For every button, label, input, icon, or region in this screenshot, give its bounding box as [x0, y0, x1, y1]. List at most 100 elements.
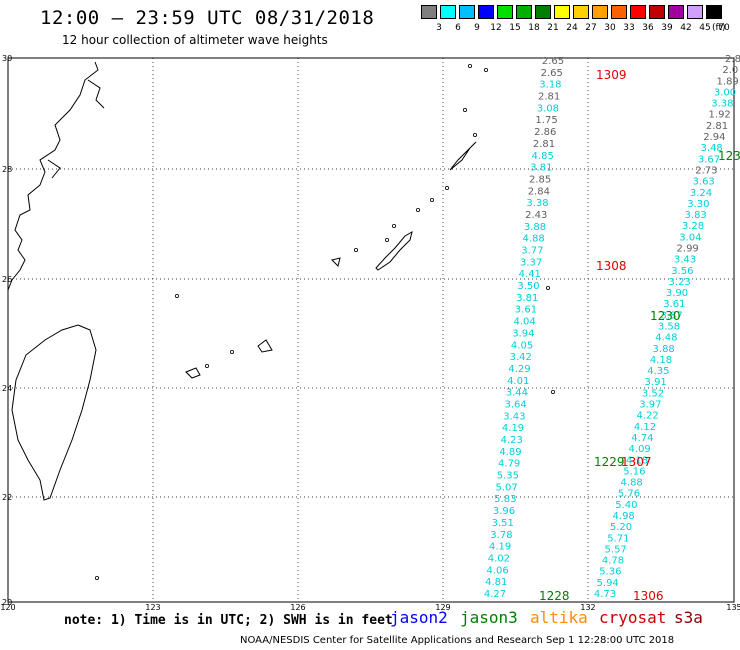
- lon-tick-label: 132: [580, 603, 595, 612]
- small-island: [546, 285, 551, 290]
- lat-tick-label: 20: [2, 598, 12, 607]
- swh-label-track-b: 3.83: [685, 210, 707, 221]
- swh-label-track-b: 2.8: [725, 54, 740, 65]
- swh-label-track-b: 3.91: [645, 377, 667, 388]
- small-island: [95, 576, 100, 581]
- track-timestamp: 1307: [621, 455, 652, 469]
- swh-label-track-b: 3.00: [714, 87, 736, 98]
- swh-label-track-a: 3.43: [503, 411, 525, 422]
- swh-label-track-a: 3.18: [539, 80, 561, 91]
- lat-tick-label: 26: [2, 275, 12, 284]
- swh-label-track-b: 3.61: [663, 299, 685, 310]
- page-title: 12:00 – 23:59 UTC 08/31/2018: [40, 7, 375, 29]
- track-timestamp: 1230: [650, 309, 681, 323]
- swh-label-track-b: 1.89: [717, 76, 739, 87]
- lat-tick-label: 28: [2, 165, 12, 174]
- swh-label-track-b: 4.18: [626, 455, 648, 466]
- swh-label-track-a: 4.23: [501, 435, 523, 446]
- swh-label-track-a: 3.88: [524, 222, 546, 233]
- swh-label-track-a: 2.85: [529, 174, 551, 185]
- swh-label-track-b: 5.76: [618, 489, 640, 500]
- legend-tick: 30: [604, 23, 616, 33]
- legend-swatch-36: [630, 5, 646, 19]
- swh-label-track-b: 4.22: [637, 411, 659, 422]
- swh-label-track-a: 4.01: [507, 376, 529, 387]
- small-island: [204, 363, 209, 368]
- swh-label-track-b: 3.90: [666, 288, 688, 299]
- swh-label-track-b: 5.40: [615, 500, 637, 511]
- island-coast: [331, 257, 341, 267]
- swh-label-track-a: 5.07: [495, 482, 517, 493]
- swh-label-track-b: 3.48: [701, 143, 723, 154]
- legend-swatch-12: [478, 5, 494, 19]
- track-timestamp: 1308: [596, 259, 627, 273]
- legend-swatch-39: [649, 5, 665, 19]
- swh-label-track-a: 5.35: [497, 471, 519, 482]
- swh-label-track-b: 5.57: [605, 544, 627, 555]
- legend-tick: 6: [455, 23, 461, 33]
- legend-swatch-42: [668, 5, 684, 19]
- swh-label-track-a: 4.85: [532, 151, 554, 162]
- page-subtitle: 12 hour collection of altimeter wave hei…: [62, 33, 328, 47]
- swh-label-track-a: 2.81: [538, 92, 560, 103]
- swh-label-track-b: 5.20: [610, 522, 632, 533]
- swh-label-track-b: 4.18: [650, 355, 672, 366]
- swh-label-track-b: 4.78: [602, 556, 624, 567]
- small-island: [415, 207, 420, 212]
- swh-label-track-b: 4.73: [594, 589, 616, 600]
- amami-coastline: [449, 141, 477, 171]
- swh-label-track-b: 3.24: [690, 188, 712, 199]
- credit-line: NOAA/NESDIS Center for Satellite Applica…: [240, 635, 675, 646]
- legend-swatch-15: [497, 5, 513, 19]
- legend-unit: (ft): [712, 23, 726, 33]
- islands-coast: [87, 79, 105, 109]
- swh-label-track-b: 2.0: [722, 65, 738, 76]
- small-island: [353, 247, 358, 252]
- swh-label-track-a: 4.81: [485, 577, 507, 588]
- swh-label-track-b: 5.16: [623, 466, 645, 477]
- legend-tick: 21: [547, 23, 559, 33]
- swh-label-track-b: 4.98: [613, 511, 635, 522]
- swh-label-track-b: 5.71: [607, 533, 629, 544]
- miyako-coastline: [257, 339, 273, 353]
- swh-label-track-a: 3.81: [516, 293, 538, 304]
- swh-label-track-a: 3.08: [537, 103, 559, 114]
- legend-tick: 15: [509, 23, 521, 33]
- lat-tick-label: 30: [2, 54, 12, 63]
- legend-swatch-27: [573, 5, 589, 19]
- small-island: [444, 185, 449, 190]
- swh-label-track-a: 3.81: [530, 163, 552, 174]
- swh-label-track-a: 4.06: [486, 565, 508, 576]
- swh-label-track-b: 4.35: [647, 366, 669, 377]
- legend-swatch-21: [535, 5, 551, 19]
- small-island: [462, 108, 467, 113]
- swh-label-track-a: 4.04: [514, 317, 536, 328]
- swh-label-track-b: 2.94: [703, 132, 725, 143]
- legend-tick: 42: [680, 23, 692, 33]
- lon-tick-label: 123: [145, 603, 160, 612]
- legend-tick: 3: [436, 23, 442, 33]
- track-timestamp: 1306: [633, 589, 664, 603]
- swh-label-track-b: 3.88: [653, 344, 675, 355]
- track-timestamp: 1309: [596, 68, 627, 82]
- legend-swatch-45: [687, 5, 703, 19]
- legend-tick: 9: [474, 23, 480, 33]
- swh-label-track-b: 3.28: [682, 221, 704, 232]
- legend-tick: 36: [642, 23, 654, 33]
- swh-label-track-b: 2.81: [706, 121, 728, 132]
- sat-cryosat: cryosat: [599, 608, 667, 627]
- swh-label-track-a: 4.29: [508, 364, 530, 375]
- lon-tick-label: 135: [726, 603, 740, 612]
- swh-label-track-a: 4.19: [489, 542, 511, 553]
- swh-label-track-b: 3.04: [679, 232, 701, 243]
- swh-label-track-a: 2.65: [541, 68, 563, 79]
- swh-label-track-a: 2.65: [542, 56, 564, 67]
- islands-coast: [47, 159, 61, 179]
- swh-label-track-b: 3.58: [658, 322, 680, 333]
- legend-swatch-30: [592, 5, 608, 19]
- swh-label-track-b: 4.12: [634, 422, 656, 433]
- lat-tick-label: 24: [2, 384, 12, 393]
- swh-label-track-b: 5.94: [597, 578, 619, 589]
- legend-tick: 33: [623, 23, 635, 33]
